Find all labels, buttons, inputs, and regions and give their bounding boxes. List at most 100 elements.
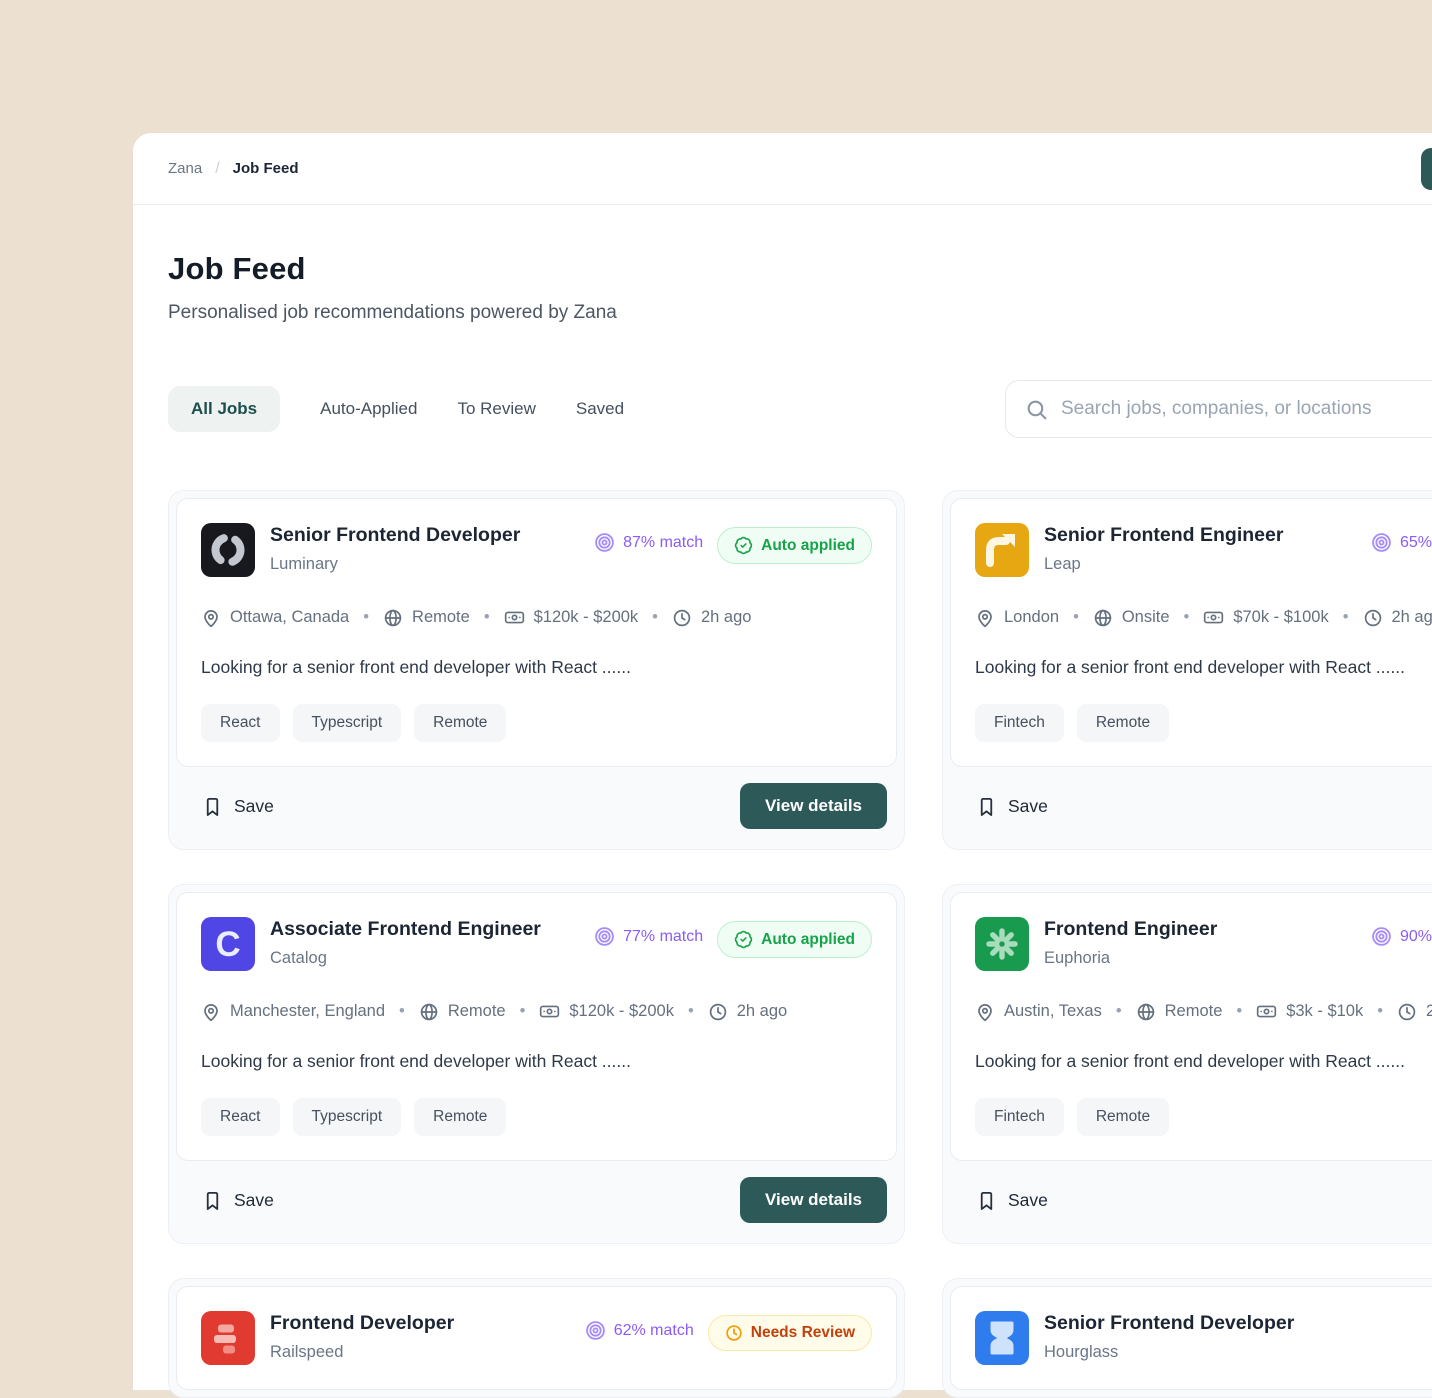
target-icon [594, 532, 615, 553]
save-button[interactable]: Save [202, 1190, 274, 1211]
tab-to-review[interactable]: To Review [457, 399, 535, 419]
job-card-euphoria: Frontend Engineer Euphoria 90% match Aus… [942, 884, 1432, 1244]
view-details-button[interactable]: View details [740, 783, 887, 829]
job-location: Manchester, England [230, 1002, 385, 1021]
tab-saved[interactable]: Saved [576, 399, 624, 419]
search-input[interactable] [1061, 398, 1432, 420]
main-content: Job Feed Personalised job recommendation… [133, 205, 1432, 1398]
job-title: Senior Frontend Developer [1044, 1312, 1294, 1335]
separator-dot: • [363, 608, 369, 627]
job-titles: Associate Frontend Engineer Catalog [270, 917, 541, 968]
tag-remote: Remote [1077, 704, 1169, 742]
match-score: 90% match [1371, 917, 1432, 947]
match-score: 87% match [594, 523, 703, 553]
company-logo-hourglass [975, 1311, 1029, 1365]
job-posted-time: 2h ago [701, 608, 751, 627]
job-title: Frontend Developer [270, 1312, 454, 1335]
job-titles: Frontend Engineer Euphoria [1044, 917, 1217, 968]
status-badge: Auto applied [717, 527, 872, 564]
topbar: Zana / Job Feed [133, 133, 1432, 205]
breadcrumb-separator: / [215, 160, 219, 178]
job-work-mode: Remote [412, 608, 470, 627]
clock-icon [725, 1324, 743, 1342]
company-name: Hourglass [1044, 1343, 1294, 1362]
clock-icon [1363, 608, 1383, 628]
breadcrumb-zana[interactable]: Zana [168, 160, 202, 177]
job-card-leap: Senior Frontend Engineer Leap 65% match … [942, 490, 1432, 850]
tab-all-jobs[interactable]: All Jobs [168, 386, 280, 432]
job-card-footer: Save View details [176, 1161, 897, 1236]
banknote-icon [1203, 607, 1224, 628]
job-posted-time: 2h ago [1392, 608, 1432, 627]
job-salary: $120k - $200k [569, 1002, 674, 1021]
job-card-header: Senior Frontend Engineer Leap 65% match [975, 523, 1432, 577]
job-location: Austin, Texas [1004, 1002, 1102, 1021]
job-tags: React Typescript Remote [201, 704, 872, 742]
job-salary: $3k - $10k [1286, 1002, 1363, 1021]
job-card-body: C Associate Frontend Engineer Catalog 77… [176, 892, 897, 1161]
separator-dot: • [520, 1002, 526, 1021]
job-work-mode: Remote [448, 1002, 506, 1021]
breadcrumb-job-feed: Job Feed [233, 160, 299, 177]
save-button[interactable]: Save [976, 796, 1048, 817]
search-box[interactable] [1005, 380, 1432, 438]
status-badge-text: Auto applied [761, 931, 855, 949]
svg-text:C: C [215, 925, 240, 964]
job-card-body: Frontend Engineer Euphoria 90% match Aus… [950, 892, 1432, 1161]
job-card-railspeed: Frontend Developer Railspeed 62% match N… [168, 1278, 905, 1398]
match-score-text: 87% match [623, 534, 703, 552]
tag-react: React [201, 704, 280, 742]
target-icon [1371, 532, 1392, 553]
separator-dot: • [484, 608, 490, 627]
tag-react: React [201, 1098, 280, 1136]
job-meta: Ottawa, Canada • Remote • $120k - $200k … [201, 607, 872, 628]
globe-icon [419, 1002, 439, 1022]
separator-dot: • [1073, 608, 1079, 627]
match-score-text: 65% match [1400, 534, 1432, 552]
search-icon [1025, 398, 1048, 421]
bookmark-icon [202, 1190, 223, 1211]
company-name: Luminary [270, 555, 520, 574]
banknote-icon [504, 607, 525, 628]
page-subtitle: Personalised job recommendations powered… [168, 302, 1397, 324]
company-logo-catalog: C [201, 917, 255, 971]
target-icon [585, 1320, 606, 1341]
badge-check-icon [734, 536, 753, 555]
clock-icon [1397, 1002, 1417, 1022]
save-button[interactable]: Save [202, 796, 274, 817]
banknote-icon [1256, 1001, 1277, 1022]
company-name: Euphoria [1044, 949, 1217, 968]
tag-remote: Remote [414, 704, 506, 742]
job-cards-grid: Senior Frontend Developer Luminary 87% m… [168, 490, 1397, 1398]
location-pin-icon [975, 608, 995, 628]
job-card-hourglass: Senior Frontend Developer Hourglass [942, 1278, 1432, 1398]
job-card-header: Frontend Developer Railspeed 62% match N… [201, 1311, 872, 1365]
job-card-luminary: Senior Frontend Developer Luminary 87% m… [168, 490, 905, 850]
target-icon [594, 926, 615, 947]
globe-icon [383, 608, 403, 628]
tag-typescript: Typescript [293, 704, 402, 742]
job-posted-time: 2h ago [1426, 1002, 1432, 1021]
job-salary: $120k - $200k [534, 608, 639, 627]
globe-icon [1093, 608, 1113, 628]
match-score: 62% match [585, 1311, 694, 1341]
status-badge-text: Auto applied [761, 537, 855, 555]
tab-auto-applied[interactable]: Auto-Applied [320, 399, 417, 419]
feed-tabs: All Jobs Auto-Applied To Review Saved [168, 386, 624, 432]
job-card-header: Senior Frontend Developer Luminary 87% m… [201, 523, 872, 577]
page-title: Job Feed [168, 251, 1397, 287]
company-name: Catalog [270, 949, 541, 968]
job-meta: Manchester, England • Remote • $120k - $… [201, 1001, 872, 1022]
topbar-action-button[interactable] [1421, 148, 1432, 190]
job-title: Senior Frontend Engineer [1044, 524, 1283, 547]
job-title: Senior Frontend Developer [270, 524, 520, 547]
job-title: Frontend Engineer [1044, 918, 1217, 941]
separator-dot: • [399, 1002, 405, 1021]
job-posted-time: 2h ago [737, 1002, 787, 1021]
save-button[interactable]: Save [976, 1190, 1048, 1211]
match-score-text: 62% match [614, 1322, 694, 1340]
job-description: Looking for a senior front end developer… [975, 654, 1432, 680]
job-card-body: Frontend Developer Railspeed 62% match N… [176, 1286, 897, 1390]
view-details-button[interactable]: View details [740, 1177, 887, 1223]
